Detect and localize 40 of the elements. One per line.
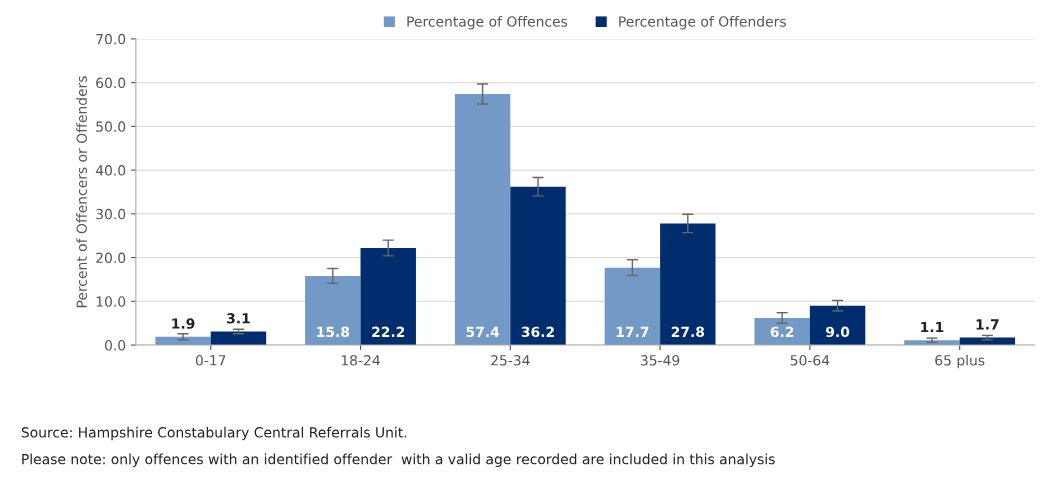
data-label: 15.8 xyxy=(317,326,350,338)
y-tick-label: 70.0 xyxy=(96,33,126,45)
x-tick-label: 0-17 xyxy=(195,355,226,366)
bar xyxy=(360,247,416,346)
y-axis-title: Percent of Offencers or Offenders xyxy=(76,76,87,308)
text: Please note: only offences with an identified offender with a valid age recorded are included in this analysis xyxy=(22,453,775,468)
y-tick-label: 50.0 xyxy=(96,121,126,132)
x-tick-label: 25-34 xyxy=(491,355,530,366)
y-tick-label: 20.0 xyxy=(96,252,126,264)
y-tick-label: 40.0 xyxy=(95,165,126,176)
y-tick-label: 30.0 xyxy=(96,208,126,220)
legend-label: Percentage of Offences xyxy=(407,16,568,30)
data-label: 1.7 xyxy=(976,319,999,330)
data-label: 22.2 xyxy=(372,326,405,337)
x-tick-label: 35-49 xyxy=(640,355,680,366)
bar xyxy=(210,331,267,346)
x-tick-label: 18-24 xyxy=(341,355,380,366)
data-label: 9.0 xyxy=(826,326,850,338)
legend-label: Percentage of Offenders xyxy=(619,16,786,30)
bar xyxy=(305,275,361,346)
source-note: Source: Hampshire Constabulary Central Referrals Unit. xyxy=(21,426,407,441)
data-label: 17.7 xyxy=(616,326,649,337)
data-label: 36.2 xyxy=(521,326,554,338)
data-label: 27.8 xyxy=(671,326,705,338)
bar xyxy=(604,267,661,346)
y-tick-label: 60.0 xyxy=(96,77,126,89)
bar xyxy=(809,305,866,346)
data-label: 3.1 xyxy=(227,313,250,324)
x-tick-label: 65 plus xyxy=(935,354,985,369)
y-tick-label: 10.0 xyxy=(96,296,126,307)
data-label: 1.1 xyxy=(921,321,944,333)
bar xyxy=(510,186,566,346)
data-label: 1.9 xyxy=(172,318,195,329)
data-label: 6.2 xyxy=(770,326,794,338)
bar xyxy=(754,317,810,346)
x-tick-label: 50-64 xyxy=(790,355,830,366)
bar xyxy=(454,93,511,346)
y-tick-label: 0.0 xyxy=(104,340,126,351)
data-label: 57.4 xyxy=(466,326,500,338)
bar xyxy=(660,223,716,346)
